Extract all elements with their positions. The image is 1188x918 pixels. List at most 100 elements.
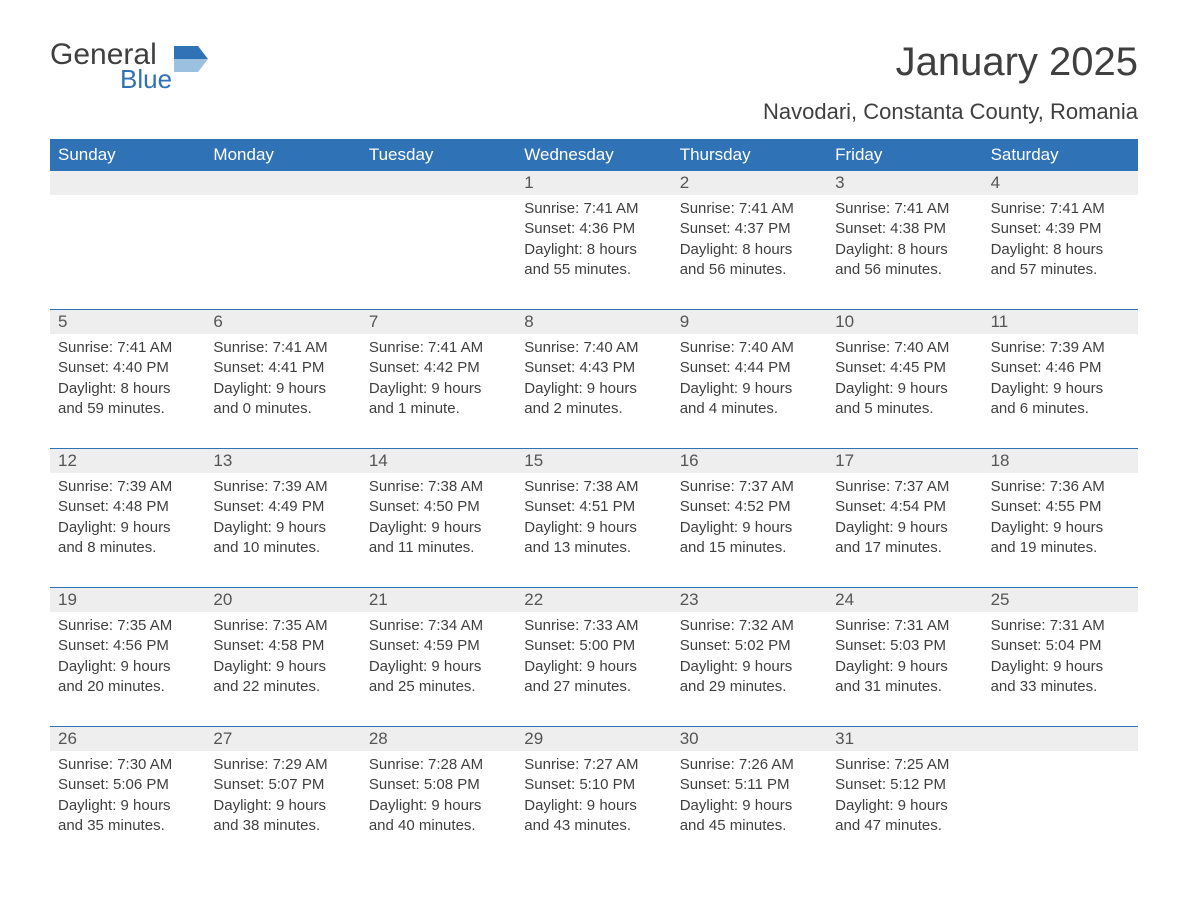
day-number: 22 xyxy=(516,588,671,612)
day-cell: 30Sunrise: 7:26 AMSunset: 5:11 PMDayligh… xyxy=(672,727,827,847)
day-cell: 31Sunrise: 7:25 AMSunset: 5:12 PMDayligh… xyxy=(827,727,982,847)
day-body: Sunrise: 7:36 AMSunset: 4:55 PMDaylight:… xyxy=(983,473,1138,560)
day-body: Sunrise: 7:39 AMSunset: 4:46 PMDaylight:… xyxy=(983,334,1138,421)
sunset-text: Sunset: 4:43 PM xyxy=(524,358,663,378)
weekday-header-row: Sunday Monday Tuesday Wednesday Thursday… xyxy=(50,139,1138,171)
day-cell: 11Sunrise: 7:39 AMSunset: 4:46 PMDayligh… xyxy=(983,310,1138,430)
sunset-text: Sunset: 5:03 PM xyxy=(835,636,974,656)
sunset-text: Sunset: 4:37 PM xyxy=(680,219,819,239)
day-body: Sunrise: 7:26 AMSunset: 5:11 PMDaylight:… xyxy=(672,751,827,838)
sunrise-text: Sunrise: 7:31 AM xyxy=(835,616,974,636)
sunrise-text: Sunrise: 7:26 AM xyxy=(680,755,819,775)
daylight-text: Daylight: 9 hours and 43 minutes. xyxy=(524,796,663,837)
day-number: 12 xyxy=(50,449,205,473)
day-cell: 29Sunrise: 7:27 AMSunset: 5:10 PMDayligh… xyxy=(516,727,671,847)
daylight-text: Daylight: 9 hours and 2 minutes. xyxy=(524,379,663,420)
sunset-text: Sunset: 4:39 PM xyxy=(991,219,1130,239)
weekday-header: Sunday xyxy=(50,139,205,171)
weekday-header: Saturday xyxy=(983,139,1138,171)
day-cell: 1Sunrise: 7:41 AMSunset: 4:36 PMDaylight… xyxy=(516,171,671,291)
sunset-text: Sunset: 4:40 PM xyxy=(58,358,197,378)
day-cell: 6Sunrise: 7:41 AMSunset: 4:41 PMDaylight… xyxy=(205,310,360,430)
day-number: 19 xyxy=(50,588,205,612)
daylight-text: Daylight: 8 hours and 55 minutes. xyxy=(524,240,663,281)
day-number: 16 xyxy=(672,449,827,473)
daylight-text: Daylight: 9 hours and 38 minutes. xyxy=(213,796,352,837)
day-number: 11 xyxy=(983,310,1138,334)
sunrise-text: Sunrise: 7:40 AM xyxy=(680,338,819,358)
sunrise-text: Sunrise: 7:39 AM xyxy=(58,477,197,497)
daylight-text: Daylight: 9 hours and 31 minutes. xyxy=(835,657,974,698)
day-cell: 25Sunrise: 7:31 AMSunset: 5:04 PMDayligh… xyxy=(983,588,1138,708)
sunrise-text: Sunrise: 7:41 AM xyxy=(835,199,974,219)
daylight-text: Daylight: 8 hours and 57 minutes. xyxy=(991,240,1130,281)
day-number xyxy=(361,171,516,195)
day-body: Sunrise: 7:39 AMSunset: 4:48 PMDaylight:… xyxy=(50,473,205,560)
sunrise-text: Sunrise: 7:34 AM xyxy=(369,616,508,636)
day-number: 24 xyxy=(827,588,982,612)
daylight-text: Daylight: 8 hours and 56 minutes. xyxy=(680,240,819,281)
day-cell: 2Sunrise: 7:41 AMSunset: 4:37 PMDaylight… xyxy=(672,171,827,291)
flag-icon xyxy=(174,46,208,72)
daylight-text: Daylight: 9 hours and 27 minutes. xyxy=(524,657,663,698)
day-number: 4 xyxy=(983,171,1138,195)
sunrise-text: Sunrise: 7:36 AM xyxy=(991,477,1130,497)
day-cell: 8Sunrise: 7:40 AMSunset: 4:43 PMDaylight… xyxy=(516,310,671,430)
day-cell: 18Sunrise: 7:36 AMSunset: 4:55 PMDayligh… xyxy=(983,449,1138,569)
sunset-text: Sunset: 4:52 PM xyxy=(680,497,819,517)
sunrise-text: Sunrise: 7:37 AM xyxy=(680,477,819,497)
week-row: 5 Sunrise: 7:41 AM Sunset: 4:40 PM Daylight… xyxy=(50,309,1138,430)
sunrise-text: Sunrise: 7:41 AM xyxy=(213,338,352,358)
day-body: Sunrise: 7:35 AMSunset: 4:56 PMDaylight:… xyxy=(50,612,205,699)
day-body: Sunrise: 7:29 AMSunset: 5:07 PMDaylight:… xyxy=(205,751,360,838)
day-number: 8 xyxy=(516,310,671,334)
daylight-text: Daylight: 9 hours and 33 minutes. xyxy=(991,657,1130,698)
day-cell xyxy=(361,171,516,291)
day-number: 14 xyxy=(361,449,516,473)
day-cell: 3Sunrise: 7:41 AMSunset: 4:38 PMDaylight… xyxy=(827,171,982,291)
sunset-text: Sunset: 5:04 PM xyxy=(991,636,1130,656)
sunrise-text: Sunrise: 7:39 AM xyxy=(213,477,352,497)
day-cell xyxy=(50,171,205,291)
day-body: Sunrise: 7:41 AMSunset: 4:41 PMDaylight:… xyxy=(205,334,360,421)
sunset-text: Sunset: 5:08 PM xyxy=(369,775,508,795)
sunset-text: Sunset: 5:00 PM xyxy=(524,636,663,656)
week-row: 19Sunrise: 7:35 AMSunset: 4:56 PMDayligh… xyxy=(50,587,1138,708)
daylight-text: Daylight: 9 hours and 22 minutes. xyxy=(213,657,352,698)
weekday-header: Friday xyxy=(827,139,982,171)
day-number: 27 xyxy=(205,727,360,751)
daylight-text: Daylight: 9 hours and 35 minutes. xyxy=(58,796,197,837)
sunrise-text: Sunrise: 7:30 AM xyxy=(58,755,197,775)
day-cell: 14Sunrise: 7:38 AMSunset: 4:50 PMDayligh… xyxy=(361,449,516,569)
sunrise-text: Sunrise: 7:28 AM xyxy=(369,755,508,775)
day-body: Sunrise: 7:31 AMSunset: 5:04 PMDaylight:… xyxy=(983,612,1138,699)
daylight-text: Daylight: 9 hours and 45 minutes. xyxy=(680,796,819,837)
day-number: 10 xyxy=(827,310,982,334)
day-number: 5 xyxy=(50,310,205,334)
day-cell: 26Sunrise: 7:30 AMSunset: 5:06 PMDayligh… xyxy=(50,727,205,847)
sunrise-text: Sunrise: 7:41 AM xyxy=(991,199,1130,219)
day-body: Sunrise: 7:41 AMSunset: 4:36 PMDaylight:… xyxy=(516,195,671,282)
day-cell: 15Sunrise: 7:38 AMSunset: 4:51 PMDayligh… xyxy=(516,449,671,569)
sunset-text: Sunset: 4:44 PM xyxy=(680,358,819,378)
sunset-text: Sunset: 4:56 PM xyxy=(58,636,197,656)
day-number: 3 xyxy=(827,171,982,195)
day-number: 23 xyxy=(672,588,827,612)
weekday-header: Wednesday xyxy=(516,139,671,171)
day-number: 31 xyxy=(827,727,982,751)
day-body: Sunrise: 7:31 AMSunset: 5:03 PMDaylight:… xyxy=(827,612,982,699)
daylight-text: Daylight: 9 hours and 40 minutes. xyxy=(369,796,508,837)
weeks-container: 1Sunrise: 7:41 AMSunset: 4:36 PMDaylight… xyxy=(50,171,1138,847)
day-cell: 10Sunrise: 7:40 AMSunset: 4:45 PMDayligh… xyxy=(827,310,982,430)
sunset-text: Sunset: 4:36 PM xyxy=(524,219,663,239)
day-cell: 20Sunrise: 7:35 AMSunset: 4:58 PMDayligh… xyxy=(205,588,360,708)
sunrise-text: Sunrise: 7:41 AM xyxy=(369,338,508,358)
day-cell: 4 Sunrise: 7:41 AMSunset: 4:39 PMDaylight… xyxy=(983,171,1138,291)
month-title: January 2025 xyxy=(763,40,1138,85)
day-cell: 19Sunrise: 7:35 AMSunset: 4:56 PMDayligh… xyxy=(50,588,205,708)
week-row: 12Sunrise: 7:39 AMSunset: 4:48 PMDayligh… xyxy=(50,448,1138,569)
sunset-text: Sunset: 5:06 PM xyxy=(58,775,197,795)
sunrise-text: Sunrise: 7:33 AM xyxy=(524,616,663,636)
day-number: 30 xyxy=(672,727,827,751)
day-number: 15 xyxy=(516,449,671,473)
